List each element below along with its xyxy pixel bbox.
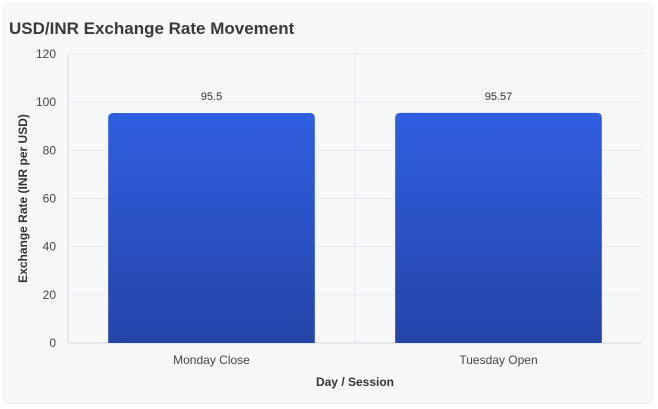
x-axis-title: Day / Session [316, 375, 394, 389]
bars [108, 112, 602, 343]
y-tick-label: 80 [43, 143, 57, 157]
y-axis-title: Exchange Rate (INR per USD) [16, 114, 30, 283]
data-label: 95.5 [201, 91, 222, 103]
x-tick-label: Tuesday Open [459, 353, 537, 367]
y-tick-label: 120 [36, 47, 56, 61]
labels: 0 20 40 60 80 100 120 95.5 Monday Close 95.57 Tues… [16, 47, 538, 389]
y-tick-label: 60 [43, 192, 57, 206]
y-tick-label: 0 [49, 336, 56, 350]
y-tick-label: 40 [43, 240, 57, 254]
y-tick-label: 100 [36, 95, 56, 109]
data-label: 95.57 [485, 91, 513, 103]
bar-tuesday-open[interactable] [395, 112, 602, 343]
y-tick-label: 20 [43, 288, 57, 302]
x-tick-label: Monday Close [173, 353, 250, 367]
bar-monday-close[interactable] [108, 113, 315, 343]
chart-title: USD/INR Exchange Rate Movement [9, 19, 295, 38]
